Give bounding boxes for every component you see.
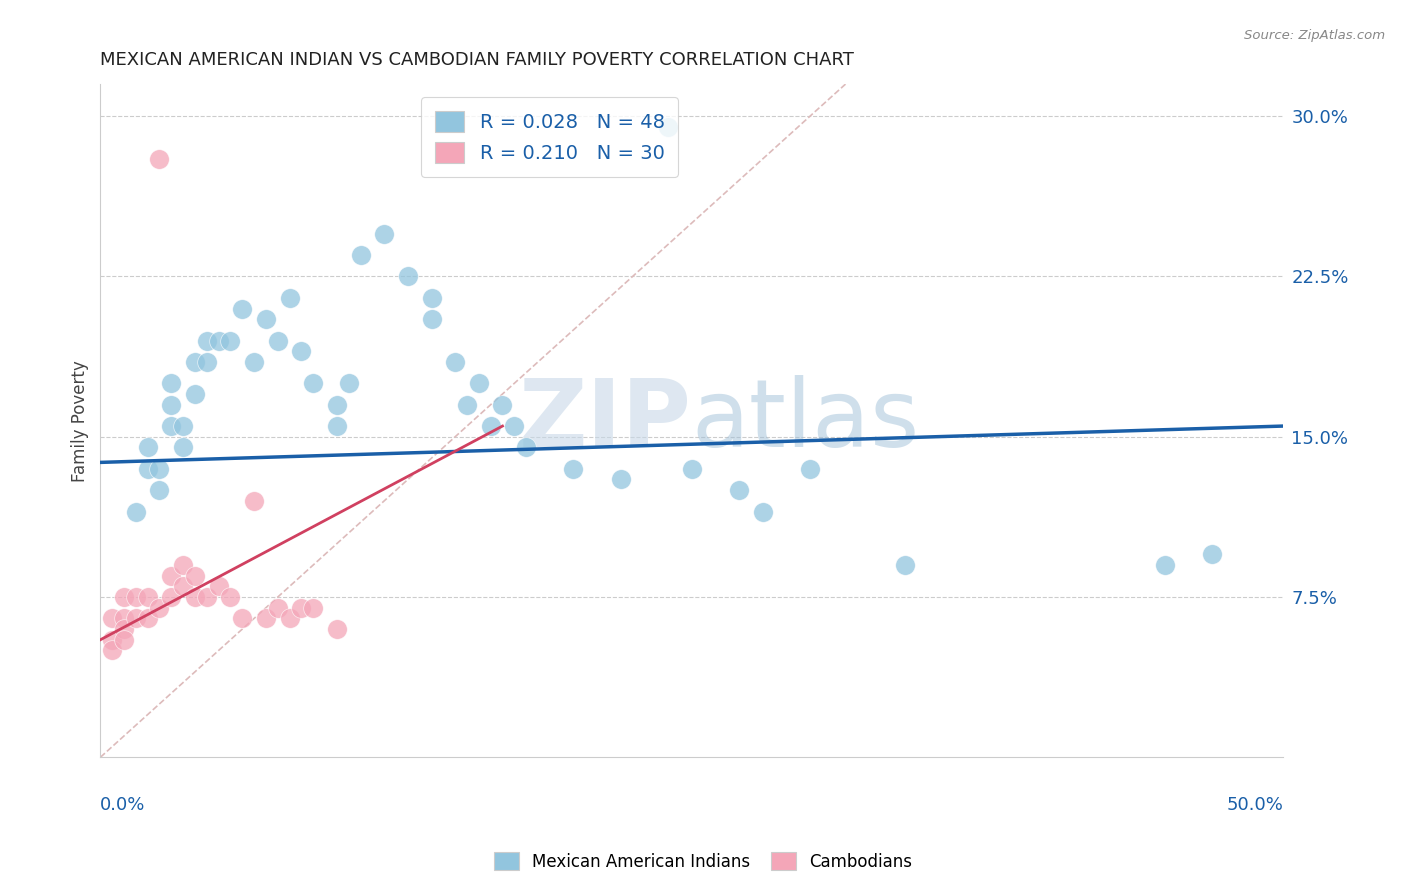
Point bbox=[491, 398, 513, 412]
Point bbox=[751, 504, 773, 518]
Point bbox=[243, 355, 266, 369]
Text: 50.0%: 50.0% bbox=[1226, 796, 1284, 814]
Point bbox=[184, 355, 207, 369]
Point bbox=[254, 611, 277, 625]
Point bbox=[136, 611, 159, 625]
Point bbox=[231, 611, 253, 625]
Point bbox=[148, 600, 170, 615]
Point bbox=[290, 600, 312, 615]
Point bbox=[373, 227, 395, 241]
Point bbox=[420, 312, 443, 326]
Point bbox=[420, 291, 443, 305]
Y-axis label: Family Poverty: Family Poverty bbox=[72, 359, 89, 482]
Point bbox=[326, 622, 349, 636]
Point bbox=[456, 398, 478, 412]
Point bbox=[290, 344, 312, 359]
Point bbox=[610, 473, 633, 487]
Point bbox=[1153, 558, 1175, 572]
Point bbox=[1201, 547, 1223, 561]
Point bbox=[148, 152, 170, 166]
Point bbox=[267, 600, 290, 615]
Point bbox=[337, 376, 360, 391]
Point bbox=[195, 590, 218, 604]
Point bbox=[136, 441, 159, 455]
Point bbox=[184, 568, 207, 582]
Point bbox=[160, 590, 183, 604]
Legend: R = 0.028   N = 48, R = 0.210   N = 30: R = 0.028 N = 48, R = 0.210 N = 30 bbox=[422, 97, 678, 177]
Point bbox=[101, 611, 124, 625]
Point bbox=[562, 462, 585, 476]
Point bbox=[184, 590, 207, 604]
Text: 0.0%: 0.0% bbox=[100, 796, 146, 814]
Point bbox=[172, 558, 194, 572]
Point bbox=[254, 312, 277, 326]
Point bbox=[148, 483, 170, 498]
Point bbox=[148, 462, 170, 476]
Point bbox=[503, 419, 526, 434]
Point bbox=[515, 441, 537, 455]
Text: atlas: atlas bbox=[692, 375, 920, 467]
Point bbox=[172, 579, 194, 593]
Point bbox=[657, 120, 679, 134]
Point bbox=[112, 611, 135, 625]
Point bbox=[278, 291, 301, 305]
Point bbox=[172, 441, 194, 455]
Point bbox=[195, 334, 218, 348]
Text: MEXICAN AMERICAN INDIAN VS CAMBODIAN FAMILY POVERTY CORRELATION CHART: MEXICAN AMERICAN INDIAN VS CAMBODIAN FAM… bbox=[100, 51, 855, 69]
Point bbox=[160, 398, 183, 412]
Point bbox=[172, 419, 194, 434]
Point bbox=[125, 504, 148, 518]
Point bbox=[101, 632, 124, 647]
Point bbox=[207, 579, 229, 593]
Point bbox=[302, 376, 325, 391]
Point bbox=[349, 248, 371, 262]
Legend: Mexican American Indians, Cambodians: Mexican American Indians, Cambodians bbox=[485, 844, 921, 880]
Point bbox=[195, 355, 218, 369]
Point bbox=[101, 643, 124, 657]
Point bbox=[444, 355, 467, 369]
Point bbox=[278, 611, 301, 625]
Point bbox=[396, 269, 419, 284]
Point bbox=[160, 419, 183, 434]
Point bbox=[728, 483, 751, 498]
Point bbox=[219, 334, 242, 348]
Point bbox=[219, 590, 242, 604]
Point bbox=[681, 462, 703, 476]
Point bbox=[468, 376, 491, 391]
Point bbox=[125, 611, 148, 625]
Point bbox=[326, 398, 349, 412]
Text: Source: ZipAtlas.com: Source: ZipAtlas.com bbox=[1244, 29, 1385, 43]
Text: ZIP: ZIP bbox=[519, 375, 692, 467]
Point bbox=[112, 622, 135, 636]
Point bbox=[243, 494, 266, 508]
Point bbox=[207, 334, 229, 348]
Point bbox=[136, 462, 159, 476]
Point bbox=[302, 600, 325, 615]
Point bbox=[231, 301, 253, 316]
Point bbox=[125, 590, 148, 604]
Point bbox=[893, 558, 915, 572]
Point bbox=[799, 462, 821, 476]
Point bbox=[112, 590, 135, 604]
Point bbox=[112, 632, 135, 647]
Point bbox=[267, 334, 290, 348]
Point bbox=[326, 419, 349, 434]
Point bbox=[136, 590, 159, 604]
Point bbox=[479, 419, 502, 434]
Point bbox=[160, 568, 183, 582]
Point bbox=[184, 387, 207, 401]
Point bbox=[160, 376, 183, 391]
